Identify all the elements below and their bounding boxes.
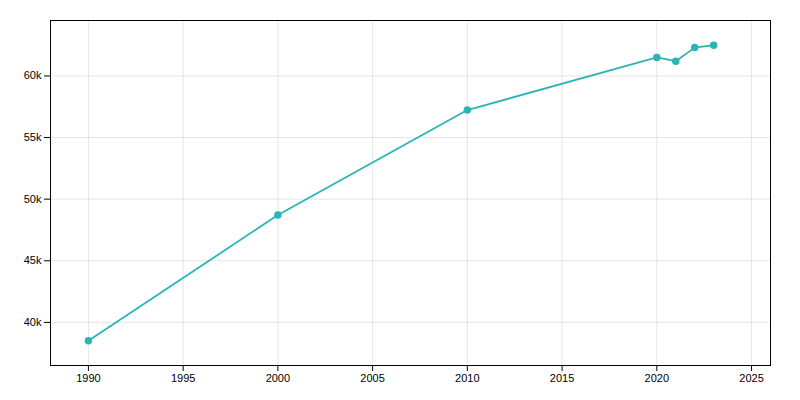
svg-text:50k: 50k	[24, 193, 42, 205]
svg-text:55k: 55k	[24, 131, 42, 143]
svg-text:1990: 1990	[76, 372, 100, 384]
svg-text:45k: 45k	[24, 254, 42, 266]
svg-text:2015: 2015	[550, 372, 574, 384]
svg-text:2000: 2000	[266, 372, 290, 384]
svg-text:2025: 2025	[739, 372, 763, 384]
svg-text:2010: 2010	[455, 372, 479, 384]
svg-text:2020: 2020	[645, 372, 669, 384]
svg-text:2005: 2005	[360, 372, 384, 384]
svg-text:1995: 1995	[171, 372, 195, 384]
svg-text:40k: 40k	[24, 316, 42, 328]
svg-text:60k: 60k	[24, 69, 42, 81]
